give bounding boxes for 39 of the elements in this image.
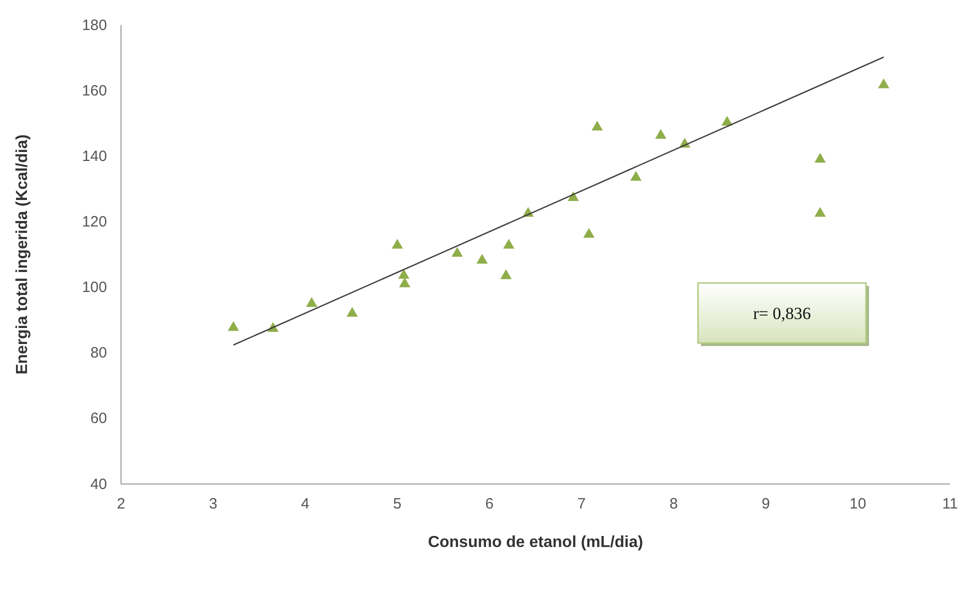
point: [814, 152, 826, 163]
x-axis-title: Consumo de etanol (mL/dia): [428, 534, 644, 551]
y-tick-label: 60: [90, 410, 107, 428]
x-tick-label: 8: [669, 496, 678, 513]
y-tick-label: 100: [82, 279, 107, 296]
y-tick-label: 160: [82, 82, 107, 100]
point: [878, 78, 890, 88]
x-tick-label: 6: [485, 496, 494, 513]
point: [630, 170, 642, 181]
point: [306, 297, 318, 307]
x-tick-label: 9: [762, 496, 770, 513]
point: [392, 238, 403, 249]
point: [721, 116, 733, 126]
point: [399, 278, 410, 288]
x-tick-label: 10: [850, 496, 866, 513]
point: [814, 207, 826, 217]
y-tick-label: 80: [90, 344, 107, 362]
x-tick-label: 4: [301, 496, 310, 513]
y-tick-label: 40: [90, 476, 107, 493]
point: [592, 120, 603, 131]
point: [503, 238, 514, 249]
point: [500, 269, 512, 280]
point: [452, 247, 463, 257]
x-tick-label: 7: [577, 496, 586, 513]
point: [476, 254, 488, 264]
annotation: r= 0,836: [753, 304, 811, 323]
point: [398, 268, 410, 279]
y-tick-label: 140: [82, 148, 107, 165]
x-tick-label: 11: [942, 496, 958, 513]
point: [346, 307, 358, 317]
point: [583, 228, 595, 238]
x-tick-label: 3: [208, 496, 218, 513]
x-tick-label: 5: [393, 496, 402, 513]
point: [655, 128, 666, 139]
point: [228, 321, 240, 331]
y-axis-title: Energia total ingerida (Kcal/dia): [14, 134, 31, 375]
y-tick-label: 120: [82, 214, 107, 231]
x-tick-label: 2: [116, 496, 126, 513]
y-tick-label: 180: [82, 16, 107, 34]
